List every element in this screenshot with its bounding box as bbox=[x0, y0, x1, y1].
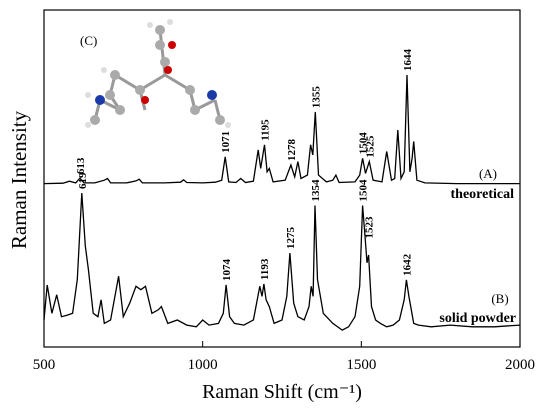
y-axis-title: Raman Intensity bbox=[7, 110, 31, 249]
spectrum-line bbox=[44, 193, 520, 330]
peak-label: 613 bbox=[75, 157, 87, 174]
peak-label: 1074 bbox=[221, 258, 233, 281]
x-tick-label: 500 bbox=[33, 357, 56, 373]
x-tick-label: 2000 bbox=[505, 357, 535, 373]
peak-label: 1193 bbox=[259, 258, 271, 280]
peak-label: 1354 bbox=[310, 179, 322, 202]
x-tick-label: 1500 bbox=[346, 357, 376, 373]
peak-label: 1642 bbox=[401, 253, 413, 276]
panel-label: (C) bbox=[80, 33, 97, 48]
series-name: theoretical bbox=[451, 187, 515, 202]
peak-label: 1523 bbox=[364, 216, 376, 239]
peak-label: 1525 bbox=[364, 135, 376, 158]
series-tag: (B) bbox=[491, 291, 508, 306]
peak-label: 1504 bbox=[358, 179, 370, 202]
peak-label: 1644 bbox=[402, 49, 414, 72]
x-tick-label: 1000 bbox=[188, 357, 218, 373]
peak-label: 1278 bbox=[286, 139, 298, 162]
molecule-image bbox=[85, 19, 231, 128]
peak-label: 1071 bbox=[220, 131, 232, 153]
chart: (C) (A) theoretical (B) solid powder Ram… bbox=[0, 0, 540, 409]
series-name: solid powder bbox=[439, 311, 516, 326]
series-tag: (A) bbox=[479, 166, 497, 181]
peak-label: 1195 bbox=[260, 119, 272, 141]
peak-label: 1275 bbox=[285, 226, 297, 249]
peak-label: 1355 bbox=[310, 86, 322, 109]
spectrum-line bbox=[44, 75, 520, 184]
x-axis-title: Raman Shift (cm⁻¹) bbox=[202, 381, 362, 403]
peak-label: 619 bbox=[77, 172, 89, 189]
